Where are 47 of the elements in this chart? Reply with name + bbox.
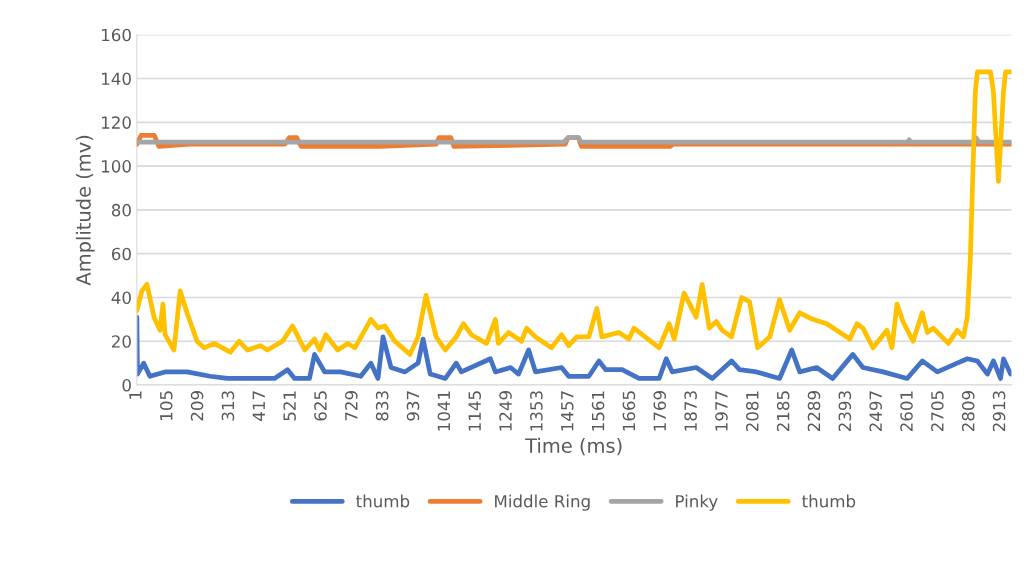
x-tick-label: 1249 (499, 391, 512, 431)
x-tick-label: 105 (159, 391, 173, 420)
x-tick-label: 729 (345, 391, 358, 421)
x-tick-label: 521 (283, 391, 296, 421)
y-tick-label: 120 (102, 116, 131, 129)
y-tick-label: 80 (111, 203, 131, 217)
legend-label: thumb (356, 494, 410, 508)
x-tick-label: 1769 (653, 391, 667, 431)
x-tick-label: 2601 (900, 391, 913, 432)
legend-label: Middle Ring (495, 494, 590, 511)
x-tick-label: 625 (314, 391, 327, 421)
y-tick-label: 0 (122, 379, 131, 392)
x-tick-label: 417 (252, 391, 265, 421)
x-tick-label: 1873 (684, 391, 697, 431)
x-tick-label: 2289 (807, 391, 821, 432)
line-series (136, 69, 1012, 357)
x-tick-label: 1041 (437, 391, 451, 431)
x-tick-label: 2497 (869, 391, 882, 432)
y-tick-label: 140 (102, 72, 131, 86)
x-tick-label: 1561 (591, 391, 605, 431)
y-tick-label: 40 (111, 291, 131, 305)
legend-label: Pinky (676, 494, 718, 511)
x-tick-label: 937 (406, 391, 420, 421)
x-tick-label: 1145 (468, 391, 481, 431)
x-axis-title: Time (ms) (525, 437, 622, 456)
x-tick-label: 2393 (838, 391, 852, 432)
x-tick-label: 313 (221, 391, 235, 421)
x-tick-label: 2913 (992, 391, 1006, 432)
x-tick-label: 2081 (746, 391, 759, 432)
x-tick-label: 1457 (561, 391, 574, 431)
x-tick-label: 209 (190, 391, 204, 421)
legend-label: thumb (802, 494, 856, 508)
y-tick-label: 160 (102, 28, 131, 42)
x-tick-label: 2185 (776, 391, 790, 432)
line-series (136, 314, 1012, 381)
x-tick-label: 1 (129, 391, 142, 399)
x-tick-label: 2809 (961, 391, 975, 432)
y-tick-label: 20 (112, 335, 131, 348)
x-tick-label: 833 (375, 391, 389, 421)
x-tick-label: 1977 (715, 391, 728, 431)
y-axis-title: Amplitude (mv) (75, 135, 95, 286)
y-tick-label: 100 (102, 160, 131, 173)
x-tick-label: 2705 (931, 391, 944, 432)
x-tick-label: 1353 (530, 391, 543, 431)
y-tick-label: 60 (111, 247, 131, 261)
line-series (136, 133, 1012, 149)
x-tick-label: 1665 (622, 391, 636, 431)
